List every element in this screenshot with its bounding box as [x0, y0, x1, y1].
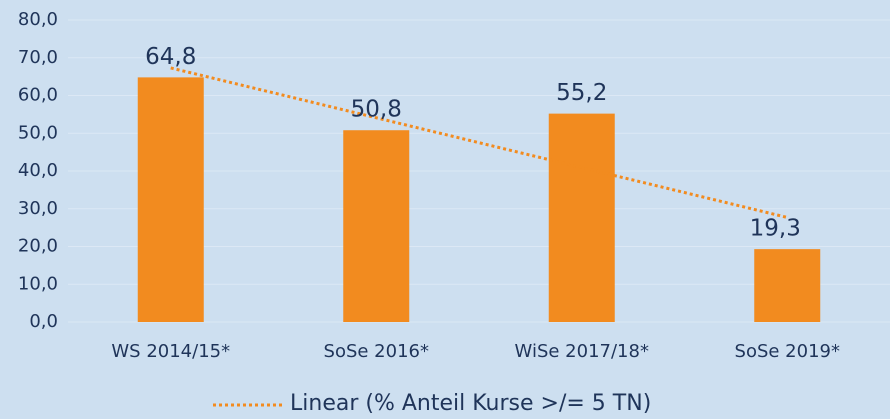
- value-label: 50,8: [351, 97, 402, 123]
- x-tick-label: WiSe 2017/18*: [515, 341, 649, 362]
- y-tick-label: 30,0: [18, 198, 58, 219]
- y-tick-label: 60,0: [18, 85, 58, 106]
- bar: [343, 130, 410, 322]
- y-tick-label: 10,0: [18, 273, 58, 294]
- y-tick-label: 40,0: [18, 160, 58, 181]
- bar: [754, 249, 821, 322]
- y-tick-label: 50,0: [18, 122, 58, 143]
- y-tick-label: 80,0: [18, 9, 58, 30]
- y-tick-label: 0,0: [29, 311, 58, 332]
- legend-label: Linear (% Anteil Kurse >/= 5 TN): [290, 391, 651, 416]
- value-label: 55,2: [556, 80, 607, 106]
- bar: [548, 113, 615, 323]
- y-tick-label: 20,0: [18, 236, 58, 257]
- x-tick-label: SoSe 2016*: [324, 341, 429, 362]
- trend-line: [170, 66, 788, 219]
- x-tick-label: SoSe 2019*: [735, 341, 840, 362]
- value-label: 19,3: [750, 216, 801, 242]
- y-tick-label: 70,0: [18, 47, 58, 68]
- value-label: 64,8: [145, 44, 196, 70]
- x-tick-label: WS 2014/15*: [111, 341, 230, 362]
- bar: [137, 77, 204, 322]
